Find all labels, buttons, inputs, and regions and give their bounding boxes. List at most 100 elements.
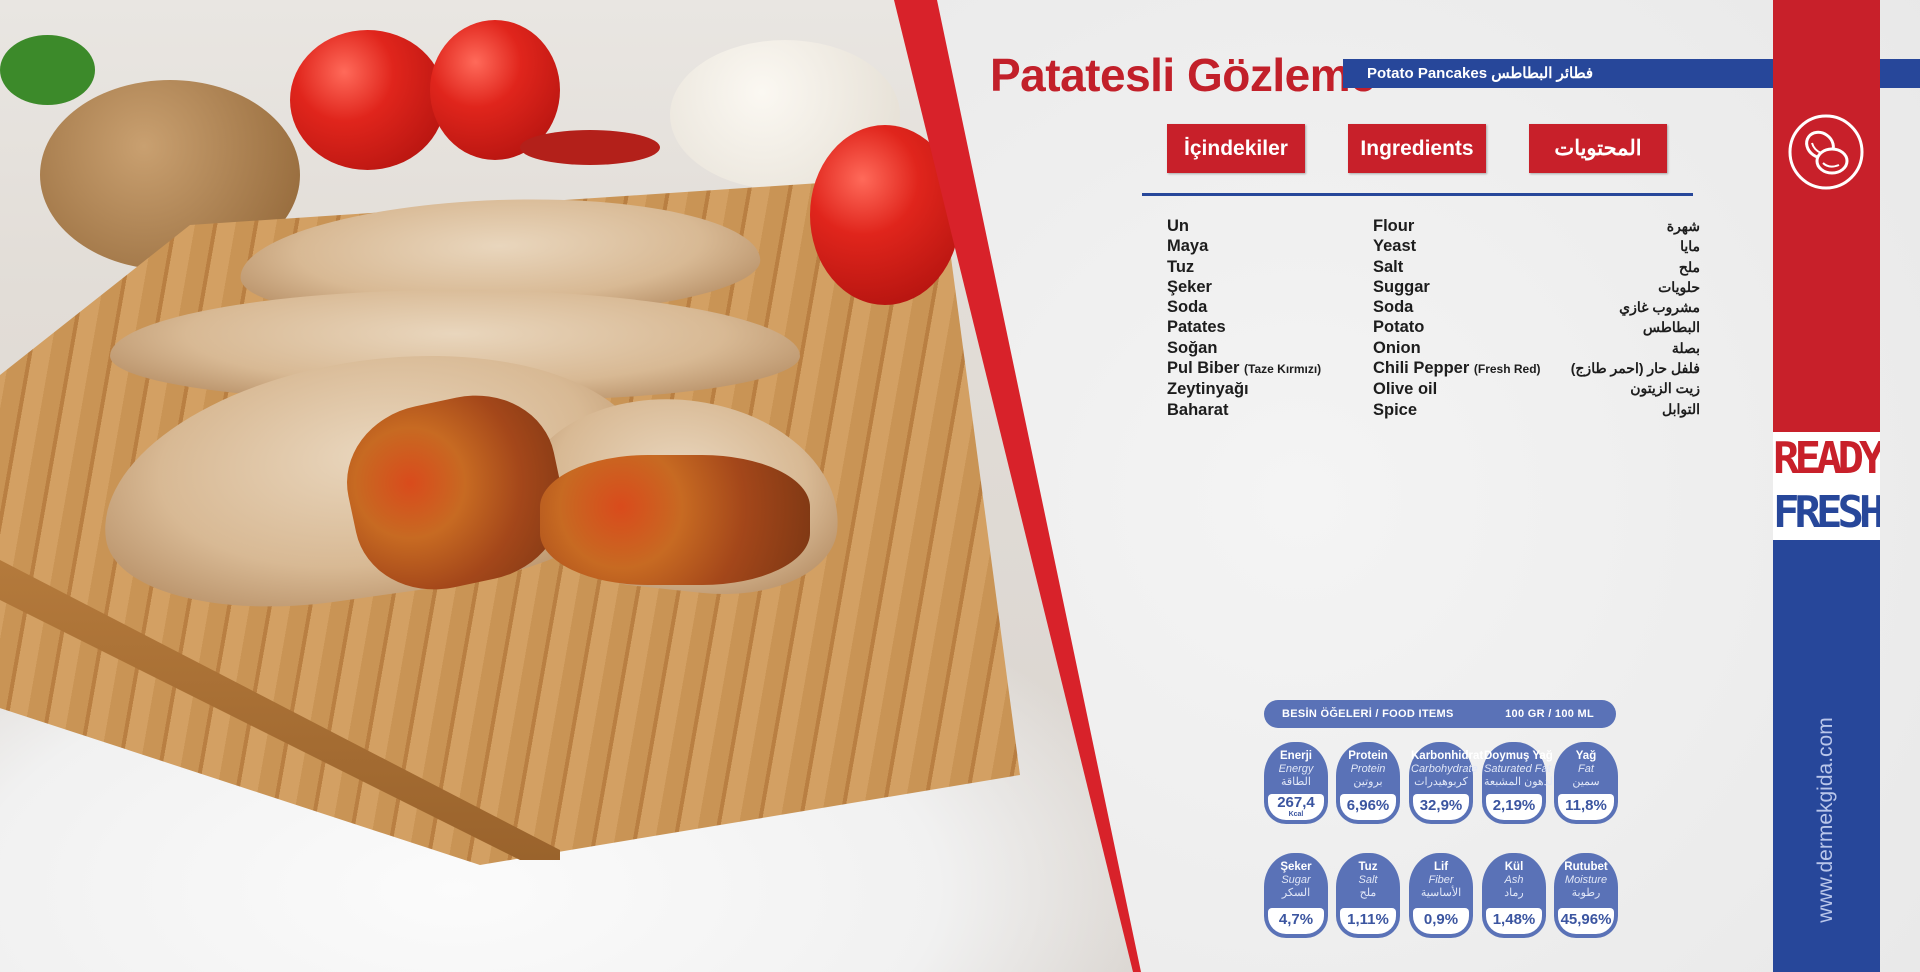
ingredient-note: (Fresh Red) <box>1473 362 1541 377</box>
nutrient-value: 4,7% <box>1278 911 1314 928</box>
side-band-red <box>1773 0 1880 432</box>
ingredient-item: Pul Biber (Taze Kırmızı) <box>1167 358 1321 379</box>
ingredient-item: Olive oil <box>1373 379 1541 399</box>
potato-icon <box>1787 113 1865 196</box>
ingredient-name: Olive oil <box>1373 380 1438 399</box>
ingredient-name: Soğan <box>1167 338 1218 357</box>
nutrient-value: 1,48% <box>1492 911 1536 928</box>
ingredient-item: شهرة <box>1568 216 1700 236</box>
nutrient-value: 2,19% <box>1492 797 1536 814</box>
nutrition-card: Karbonhidrat Carbohydrate كربوهيدرات 32,9% <box>1409 742 1483 824</box>
website-url[interactable]: www.dermekgida.com <box>1814 717 1837 923</box>
product-subtitle: Potato Pancakes فطائر البطاطس <box>1367 65 1594 82</box>
ingredient-item: Soda <box>1373 297 1541 317</box>
ingredient-item: Onion <box>1373 338 1541 358</box>
chili-pepper <box>520 130 660 165</box>
tomato <box>290 30 445 170</box>
nutrient-value-box: 6,96% <box>1340 794 1396 820</box>
ingredient-item: Yeast <box>1373 236 1541 256</box>
ingredient-name: زيت الزيتون <box>1630 380 1700 397</box>
nutrient-value-box: 267,4 Kcal <box>1268 794 1324 820</box>
ingredient-name: Potato <box>1373 318 1425 337</box>
nutrient-value: 6,96% <box>1346 797 1390 814</box>
nutrient-value-box: 32,9% <box>1413 794 1469 820</box>
nutrition-card: Kül Ash رماد 1,48% <box>1482 853 1546 938</box>
nutrient-name-tr: Doymuş Yağ <box>1484 750 1553 762</box>
ingredients-en-heading: Ingredients <box>1348 124 1486 173</box>
nutrient-name-ar: الأساسية <box>1420 887 1462 899</box>
nutrient-name-tr: Lif <box>1433 861 1449 873</box>
ingredient-name: التوابل <box>1661 400 1700 417</box>
ingredient-item: Baharat <box>1167 400 1321 420</box>
ingredient-name: Onion <box>1373 338 1421 357</box>
ingredient-name: بصلة <box>1671 339 1700 356</box>
ingredient-item: Un <box>1167 216 1321 236</box>
product-title: Patatesli Gözleme <box>990 49 1376 101</box>
ingredient-item: البطاطس <box>1568 317 1700 337</box>
nutrition-card: Tuz Salt ملح 1,11% <box>1336 853 1400 938</box>
ingredient-name: Yeast <box>1373 237 1417 256</box>
ingredients-en-list: Flour Yeast Salt Suggar Soda Potato Onion Chili… <box>1373 216 1541 420</box>
nutrient-name-en: Saturated Fat <box>1484 763 1551 775</box>
ingredient-item: Chili Pepper (Fresh Red) <box>1373 358 1541 379</box>
nutrient-name-en: Fiber <box>1428 874 1454 886</box>
ingredient-name: فلفل حار (احمر طازج) <box>1570 360 1700 377</box>
ready-fresh-logo: READY FRESH <box>1773 432 1880 540</box>
ingredient-item: Flour <box>1373 216 1541 236</box>
nutrient-name-ar: رماد <box>1504 887 1524 899</box>
ingredient-item: مايا <box>1568 236 1700 256</box>
nutrient-name-en: Moisture <box>1564 874 1608 886</box>
nutrient-name-ar: الطاقة <box>1281 776 1311 788</box>
nutrition-card: Protein Protein بروتين 6,96% <box>1336 742 1400 824</box>
nutrient-value: 1,11% <box>1347 911 1389 928</box>
nutrient-value: 45,96% <box>1560 911 1612 928</box>
ingredient-item: ملح <box>1568 257 1700 277</box>
nutrient-name-ar: سمين <box>1572 776 1600 788</box>
nutrient-name-en: Fat <box>1578 763 1594 775</box>
ingredients-tr-heading: İçindekiler <box>1167 124 1305 173</box>
side-band-blue <box>1773 540 1880 972</box>
ingredient-name: البطاطس <box>1642 319 1700 336</box>
ingredient-item: التوابل <box>1568 399 1700 419</box>
nutrient-name-tr: Yağ <box>1575 750 1597 762</box>
ingredient-name: ملح <box>1678 258 1700 275</box>
ingredient-item: Tuz <box>1167 257 1321 277</box>
nutrient-value: 11,8% <box>1565 797 1607 814</box>
pepper-green <box>0 35 95 105</box>
ingredient-name: Flour <box>1373 217 1415 235</box>
nutrient-value-box: 45,96% <box>1558 908 1614 934</box>
ingredient-name: Soda <box>1373 298 1414 317</box>
ingredient-name: Baharat <box>1167 400 1229 419</box>
nutrient-name-en: Sugar <box>1281 874 1311 886</box>
ingredients-tr-list: Un Maya Tuz Şeker Soda Patates Soğan Pul Biber … <box>1167 216 1321 420</box>
nutrition-card: Doymuş Yağ Saturated Fat الدهون المشبعة 2,1… <box>1482 742 1556 824</box>
ingredient-name: Şeker <box>1167 277 1212 296</box>
nutrient-name-ar: السكر <box>1281 887 1311 899</box>
nutrient-name-tr: Enerji <box>1280 750 1312 762</box>
nutrient-value: 267,4 <box>1277 794 1315 811</box>
ingredient-name: Soda <box>1167 298 1208 317</box>
ingredient-name: حلويات <box>1658 278 1700 295</box>
ingredient-item: Soğan <box>1167 338 1321 358</box>
nutrient-value: 32,9% <box>1419 797 1463 814</box>
ingredient-item: Maya <box>1167 236 1321 256</box>
ingredient-item: Zeytinyağı <box>1167 379 1321 399</box>
ingredient-item: Spice <box>1373 400 1541 420</box>
nutrient-name-tr: Rutubet <box>1564 861 1608 873</box>
nutrient-unit: Kcal <box>1288 811 1304 818</box>
ingredients-ar-heading: المحتويات <box>1529 124 1667 173</box>
nutrient-name-ar: الدهون المشبعة <box>1484 776 1556 788</box>
nutrient-name-en: Carbohydrate <box>1411 763 1478 775</box>
nutrition-card: Lif Fiber الأساسية 0,9% <box>1409 853 1473 938</box>
ingredient-item: مشروب غازي <box>1568 297 1700 317</box>
ingredient-name: Un <box>1167 217 1189 235</box>
nutrition-card: Şeker Sugar السكر 4,7% <box>1264 853 1328 938</box>
nutrient-name-en: Energy <box>1278 763 1314 775</box>
nutrient-name-ar: بروتين <box>1353 776 1383 788</box>
nutrient-value-box: 1,11% <box>1340 908 1396 934</box>
ingredient-item: Potato <box>1373 317 1541 337</box>
nutrient-name-en: Protein <box>1350 763 1386 775</box>
nutrient-name-en: Ash <box>1504 874 1524 886</box>
nutrient-name-ar: رطوبة <box>1571 887 1601 899</box>
nutrient-name-tr: Tuz <box>1358 861 1378 873</box>
